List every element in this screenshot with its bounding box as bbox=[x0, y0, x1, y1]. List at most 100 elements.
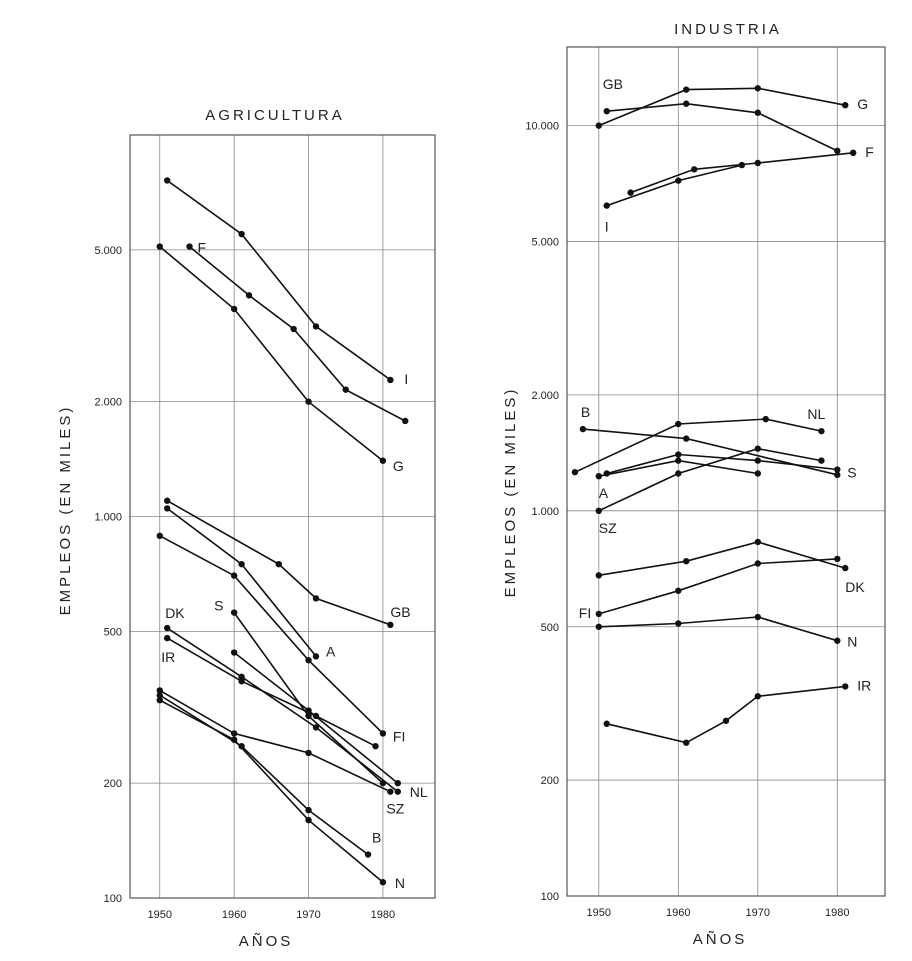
industria-data-point bbox=[762, 415, 769, 423]
industria-x-tick-label: 1960 bbox=[666, 907, 690, 919]
industria-x-tick-label: 1980 bbox=[825, 907, 849, 919]
agricultura-y-tick-label: 200 bbox=[104, 778, 122, 790]
agricultura-series-label: IR bbox=[161, 649, 175, 665]
industria-data-point bbox=[754, 693, 761, 700]
industria-data-point bbox=[754, 109, 761, 116]
industria-data-point bbox=[595, 507, 602, 515]
agricultura-series-label: B bbox=[372, 830, 381, 846]
agricultura-data-point bbox=[394, 779, 402, 787]
agricultura-data-point bbox=[394, 788, 402, 795]
agricultura-data-point bbox=[230, 609, 238, 616]
agricultura-series-line bbox=[159, 699, 384, 883]
agricultura-series-line bbox=[159, 694, 369, 856]
agricultura-y-axis-label: EMPLEOS (EN MILES) bbox=[57, 405, 74, 616]
agricultura-data-point bbox=[230, 649, 238, 656]
industria-series-line bbox=[598, 541, 846, 577]
agricultura-series-line bbox=[166, 507, 317, 657]
industria-data-point bbox=[754, 159, 761, 167]
industria-data-point bbox=[738, 161, 746, 169]
industria-series-line bbox=[582, 428, 838, 476]
agricultura-series-line bbox=[166, 500, 391, 626]
industria-plot-frame bbox=[566, 46, 886, 897]
industria-data-point bbox=[627, 189, 634, 196]
industria-data-point bbox=[595, 623, 602, 630]
industria-series-line bbox=[606, 164, 743, 207]
industria-data-point bbox=[683, 739, 690, 746]
agricultura-data-point bbox=[156, 687, 163, 694]
agricultura-data-point bbox=[312, 653, 320, 660]
industria-data-point bbox=[603, 720, 610, 727]
agricultura-data-point bbox=[312, 323, 320, 330]
agricultura-data-point bbox=[305, 657, 312, 664]
industria-data-point bbox=[571, 468, 579, 476]
agricultura-data-point bbox=[163, 505, 171, 512]
agricultura-x-tick-label: 1950 bbox=[148, 909, 172, 921]
agricultura-data-point bbox=[305, 816, 312, 824]
agricultura-data-point bbox=[156, 243, 163, 250]
industria-series-label: IR bbox=[857, 677, 871, 693]
industria-data-point bbox=[675, 587, 682, 594]
industria-series-label: B bbox=[581, 404, 590, 420]
agricultura-series-line bbox=[166, 637, 376, 747]
agricultura-data-point bbox=[379, 730, 387, 737]
industria-data-point bbox=[603, 202, 610, 209]
industria-data-point bbox=[683, 557, 690, 565]
agricultura-data-point bbox=[238, 678, 245, 685]
agricultura-data-point bbox=[305, 707, 312, 714]
agricultura-series-line bbox=[166, 179, 391, 381]
industria-x-axis-label: AÑOS bbox=[693, 931, 748, 948]
agricultura-data-point bbox=[342, 386, 349, 393]
agricultura-series-line bbox=[188, 245, 406, 422]
agricultura-series-label: S bbox=[214, 598, 223, 614]
agricultura-data-point bbox=[364, 851, 372, 858]
industria-series-label: G bbox=[857, 96, 868, 112]
industria-series-line bbox=[606, 685, 846, 744]
agricultura-y-tick-label: 500 bbox=[104, 626, 122, 638]
agricultura-data-point bbox=[186, 243, 193, 250]
industria-series-line bbox=[598, 616, 838, 642]
agricultura-y-tick-label: 5.000 bbox=[94, 245, 122, 257]
industria-y-tick-label: 1.000 bbox=[531, 506, 559, 518]
agricultura-data-point bbox=[387, 621, 394, 629]
industria-y-tick-label: 200 bbox=[541, 775, 559, 787]
agricultura-series-label: A bbox=[326, 643, 336, 659]
industria-series-line bbox=[630, 152, 854, 194]
agricultura-data-point bbox=[275, 560, 282, 568]
agricultura-series-label: DK bbox=[165, 605, 185, 621]
agricultura-data-point bbox=[163, 634, 171, 642]
agricultura-y-tick-label: 1.000 bbox=[94, 512, 122, 524]
agricultura-data-point bbox=[387, 376, 394, 384]
agricultura-data-point bbox=[312, 595, 320, 602]
industria-data-point bbox=[754, 613, 761, 621]
industria-series-label: FI bbox=[579, 605, 591, 621]
industria-series-line bbox=[598, 87, 846, 127]
industria-data-point bbox=[595, 122, 602, 129]
industria-data-point bbox=[595, 472, 602, 480]
agricultura-data-point bbox=[230, 736, 238, 743]
industria-data-point bbox=[595, 572, 602, 579]
agricultura-data-point bbox=[238, 230, 245, 238]
industria-y-tick-label: 5.000 bbox=[531, 237, 559, 249]
agricultura-data-point bbox=[312, 724, 320, 731]
industria-data-point bbox=[754, 538, 761, 546]
industria-data-point bbox=[834, 555, 841, 563]
agricultura-data-point bbox=[372, 742, 379, 750]
industria-series-label: F bbox=[865, 144, 874, 160]
industria-data-point bbox=[683, 100, 690, 107]
industria-series-line bbox=[574, 418, 822, 473]
industria-data-point bbox=[603, 108, 610, 115]
industria-data-point bbox=[595, 610, 602, 618]
agricultura-data-point bbox=[230, 572, 238, 579]
agricultura-data-point bbox=[238, 742, 245, 750]
industria-data-point bbox=[675, 457, 682, 464]
industria-data-point bbox=[683, 435, 690, 442]
industria-x-tick-label: 1950 bbox=[587, 907, 611, 919]
agricultura-data-point bbox=[305, 712, 312, 720]
industria-data-point bbox=[754, 457, 761, 464]
agricultura-data-point bbox=[230, 305, 238, 313]
industria-series-line bbox=[598, 558, 838, 615]
industria-y-tick-label: 100 bbox=[541, 891, 559, 903]
agricultura-series-label: G bbox=[393, 458, 404, 474]
agricultura-data-point bbox=[305, 806, 312, 814]
industria-y-axis-label: EMPLEOS (EN MILES) bbox=[502, 387, 519, 598]
